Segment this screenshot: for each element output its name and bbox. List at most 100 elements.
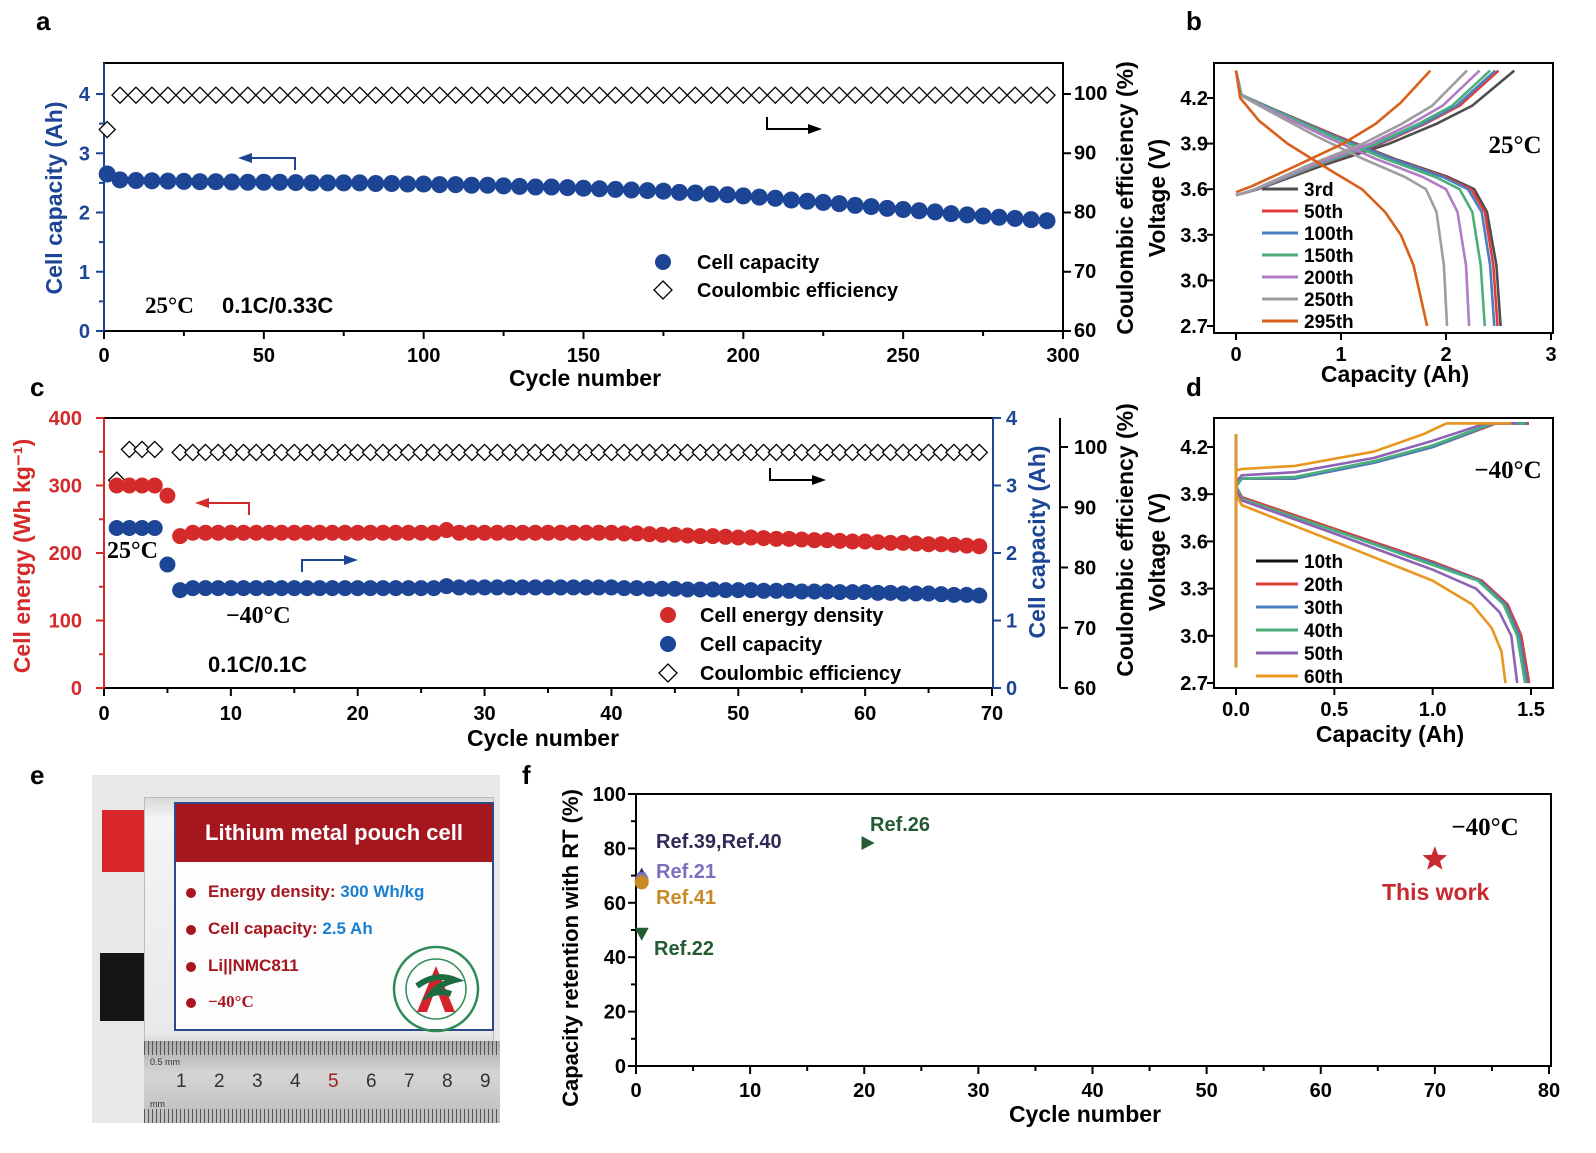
ce-marker-c (932, 443, 951, 462)
x-tick-label-c: 40 (600, 703, 622, 725)
energy-marker-c (489, 524, 506, 541)
ce-marker-c (703, 443, 722, 462)
energy-marker-c (730, 529, 747, 546)
ce-marker-a (1022, 86, 1040, 105)
capacity-marker-a (606, 180, 624, 198)
energy-marker-c (159, 487, 176, 504)
ce-marker-a (846, 86, 865, 105)
capacity-marker-a (527, 178, 545, 196)
discharge-curve-b (1234, 70, 1502, 327)
capacity-marker-a (463, 176, 481, 194)
legend-label-d: 60th (1304, 667, 1343, 688)
ce-marker-c (970, 443, 989, 462)
ce-marker-a (350, 86, 369, 105)
ce-marker-c (424, 443, 443, 462)
bullet-energy-density: Energy density: 300 Wh/kg (186, 882, 424, 902)
capacity-marker-a (926, 203, 944, 221)
capacity-marker-c (641, 580, 658, 597)
capacity-marker-a (686, 184, 704, 202)
ce-marker-c (615, 443, 634, 462)
ruler-number: 3 (252, 1071, 263, 1092)
energy-marker-c (768, 530, 785, 547)
capacity-marker-c (527, 579, 544, 596)
capacity-marker-c (387, 580, 404, 597)
capacity-marker-a (1038, 212, 1056, 230)
x-tick-label-f: 20 (853, 1080, 875, 1102)
ce-marker-a (478, 86, 497, 105)
ce-marker-a (270, 86, 289, 105)
ce-marker-c (602, 443, 621, 462)
capacity-marker-c (273, 580, 290, 597)
energy-marker-c (248, 524, 265, 541)
capacity-marker-c (666, 580, 683, 597)
capacity-marker-c (108, 520, 125, 537)
energy-marker-c (362, 524, 379, 541)
capacity-marker-c (210, 580, 227, 597)
y-tick-label-b: 3.0 (1180, 270, 1208, 292)
energy-marker-c (273, 524, 290, 541)
ce-marker-c (640, 443, 659, 462)
y-tick-label-d: 3.3 (1180, 579, 1208, 601)
y-axis-title-left-c: Cell energy (Wh kg⁻¹) (9, 439, 35, 674)
y-tick-label-ce-c: 70 (1074, 618, 1096, 640)
bullet-label: −40°C (208, 992, 254, 1011)
ce-marker-a (462, 86, 481, 105)
rate-annotation-a: 0.1C/0.33C (222, 293, 333, 318)
capacity-marker-a (958, 206, 976, 224)
capacity-marker-a (271, 173, 289, 191)
y-tick-label-right-c: 0 (1006, 678, 1017, 700)
capacity-marker-a (846, 196, 864, 214)
ce-marker-a (98, 120, 117, 139)
ce-marker-a (622, 86, 641, 105)
energy-marker-c (286, 524, 303, 541)
discharge-curve-b (1234, 70, 1449, 327)
y-axis-title-d: Voltage (V) (1144, 493, 1170, 611)
panel-label-a: a (36, 6, 51, 36)
y-tick-label-left-a: 4 (79, 84, 91, 106)
capacity-marker-c (463, 579, 480, 596)
x-tick-label-b: 3 (1545, 344, 1556, 366)
capacity-marker-a (670, 183, 688, 201)
ce-marker-c (450, 443, 469, 462)
arrow-head-icon (238, 153, 252, 163)
x-tick-label-d: 0.0 (1222, 699, 1250, 721)
ce-marker-c (145, 440, 164, 459)
y-axis-title-ce-c: Coulombic efficiency (%) (1112, 403, 1138, 676)
ce-marker-a (686, 86, 705, 105)
energy-marker-c (755, 530, 772, 547)
capacity-marker-a (559, 179, 577, 197)
x-tick-label-c: 50 (727, 703, 749, 725)
y-tick-label-f: 60 (604, 893, 626, 915)
ce-marker-a (638, 86, 657, 105)
y-tick-label-ce-c: 100 (1074, 437, 1107, 459)
capacity-marker-c (869, 584, 886, 601)
y-tick-label-ce-c: 80 (1074, 558, 1096, 580)
ce-marker-a (111, 86, 129, 105)
ce-marker-c (361, 443, 380, 462)
energy-marker-c (108, 477, 125, 494)
energy-marker-c (540, 524, 556, 541)
capacity-marker-c (704, 581, 721, 598)
energy-marker-c (311, 524, 328, 541)
ce-marker-c (856, 443, 875, 462)
capacity-marker-c (692, 581, 709, 598)
ce-marker-c (272, 443, 291, 462)
ce-marker-c (209, 443, 228, 462)
legend-label-d: 40th (1304, 621, 1343, 642)
capacity-marker-c (781, 582, 798, 599)
energy-marker-c (793, 531, 810, 548)
energy-marker-c (666, 526, 683, 543)
x-tick-label-a: 50 (253, 345, 275, 367)
x-tick-label-f: 0 (630, 1080, 641, 1102)
capacity-marker-a (159, 172, 177, 190)
ce-marker-a (974, 86, 993, 105)
capacity-marker-a (383, 174, 401, 192)
legend-label-b: 3rd (1304, 180, 1334, 201)
ce-marker-a (302, 86, 321, 105)
x-tick-label-a: 300 (1046, 345, 1079, 367)
capacity-marker-c (248, 580, 265, 597)
energy-marker-c (210, 524, 227, 541)
capacity-marker-a (143, 172, 161, 190)
capacity-marker-c (425, 580, 442, 597)
y-tick-label-f: 100 (593, 784, 626, 806)
